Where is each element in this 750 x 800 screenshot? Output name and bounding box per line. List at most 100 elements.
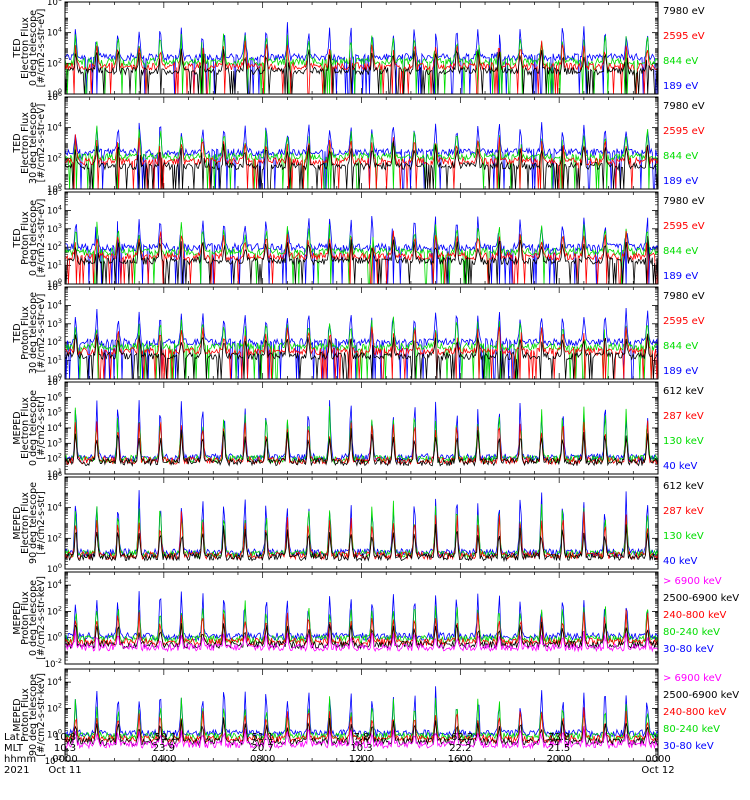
legend-entry: 240-800 keV	[663, 707, 727, 718]
legend-entry: 189 eV	[663, 176, 698, 187]
y-tick-label: 106	[47, 390, 62, 403]
series-trace	[65, 235, 658, 284]
ylabel-line: 90 deg telescope	[28, 674, 39, 756]
legend-entry: 287 keV	[663, 506, 704, 517]
y-tick-label: 100	[47, 562, 62, 575]
y-tick-label: 104	[47, 121, 62, 134]
ylabel-line: TED	[12, 133, 23, 153]
panel-1: TEDElectron Flux0 deg telescope[#/cm2-s-…	[12, 0, 705, 100]
legend-entry: 240-800 keV	[663, 610, 727, 621]
legend-entry: 844 eV	[663, 56, 698, 67]
series-trace	[65, 221, 658, 284]
y-tick-label: 105	[47, 406, 62, 419]
panel-1-ylabel: TEDElectron Flux0 deg telescope[#/cm2-s-…	[12, 9, 47, 88]
ylabel-line: 30 deg telescope	[28, 292, 39, 374]
y-tick-label: 107	[47, 375, 62, 388]
panel-4-ylabel: TEDProton Flux30 deg telescope[#/cm2-s-s…	[12, 292, 47, 374]
series-trace	[65, 490, 658, 558]
legend-entry: 80-240 keV	[663, 724, 720, 735]
panel-3-ylabel: TEDProton Flux0 deg telescope[#/cm2-s-st…	[12, 199, 47, 278]
x-row-value: 0000	[52, 754, 77, 765]
panel-8: MEPEDProton Flux90 deg telescope[#/cm2-s…	[12, 668, 739, 767]
x-row-value: -59.1	[151, 732, 177, 743]
y-tick-label: 106	[47, 470, 62, 483]
y-tick-label: 104	[47, 298, 62, 311]
x-row-value: 22.2	[449, 743, 471, 754]
y-tick-label: 101	[47, 354, 62, 367]
panel-2: TEDElectron Flux30 deg telescope[#/cm2-s…	[12, 90, 705, 195]
x-row-value: 0000	[645, 754, 670, 765]
series-trace	[65, 524, 658, 563]
ylabel-line: [#/cm2-s-str-eV]	[36, 104, 47, 183]
year-label: 2021	[4, 765, 29, 776]
y-tick-label: 106	[47, 0, 62, 8]
y-tick-label: 100	[47, 631, 62, 644]
ylabel-line: Electron Flux	[20, 17, 31, 79]
y-tick-label: 104	[47, 675, 62, 688]
panel-7: MEPEDProton Flux0 deg telescope[#/cm2-s-…	[12, 571, 739, 670]
series-trace	[65, 591, 658, 642]
series-trace	[65, 316, 658, 379]
y-tick-label: 102	[47, 701, 62, 714]
panel-frame	[64, 191, 659, 285]
x-row-value: 10.8	[54, 732, 76, 743]
y-tick-label: 102	[47, 452, 62, 465]
ylabel-line: Proton Flux	[20, 591, 31, 645]
y-tick-label: 104	[47, 501, 62, 514]
legend-entry: 2595 eV	[663, 316, 705, 327]
panel-1-traces	[65, 22, 658, 94]
legend-entry: 612 keV	[663, 481, 704, 492]
ylabel-line: MEPED	[12, 506, 23, 539]
y-tick-label: 104	[47, 26, 62, 39]
ylabel-line: Electron Flux	[20, 492, 31, 554]
ylabel-line: [#/cm2-s-str]	[36, 396, 47, 459]
series-trace	[65, 726, 658, 750]
panel-4: TEDProton Flux30 deg telescope[#/cm2-s-s…	[12, 280, 705, 385]
ylabel-line: MEPED	[12, 698, 23, 731]
series-trace	[65, 428, 658, 467]
legend-entry: 40 keV	[663, 556, 697, 567]
series-trace	[65, 307, 658, 379]
x-row-value: 1200	[349, 754, 374, 765]
x-row-value: 21.5	[548, 743, 570, 754]
legend-entry: 7980 eV	[663, 101, 705, 112]
panel-frame	[64, 381, 659, 475]
ylabel-line: Electron Flux	[20, 397, 31, 459]
legend-entry: 2595 eV	[663, 31, 705, 42]
ylabel-line: Proton Flux	[20, 211, 31, 265]
panel-2-traces	[65, 122, 658, 189]
y-tick-label: 104	[47, 578, 62, 591]
x-row-value: 7.8	[354, 732, 370, 743]
y-tick-label: 105	[47, 280, 62, 293]
legend-entry: 80-240 keV	[663, 627, 720, 638]
x-row-value: 23.9	[153, 743, 175, 754]
panel-3-traces	[65, 215, 658, 284]
legend-entry: 189 eV	[663, 81, 698, 92]
legend-entry: 2500-6900 keV	[663, 690, 739, 701]
panel-6: MEPEDElectron Flux90 deg telescope[#/cm2…	[12, 470, 704, 575]
legend-entry: 189 eV	[663, 271, 698, 282]
panel-frame	[64, 96, 659, 190]
series-trace	[65, 609, 658, 647]
y-tick-label: 100	[47, 87, 62, 100]
series-trace	[65, 333, 658, 379]
y-tick-label: 100	[47, 182, 62, 195]
legend-entry: 7980 eV	[663, 291, 705, 302]
y-tick-label: 106	[47, 90, 62, 103]
ylabel-line: MEPED	[12, 411, 23, 444]
series-trace	[65, 215, 658, 284]
y-tick-label: 100	[47, 277, 62, 290]
y-tick-label: 105	[47, 185, 62, 198]
ylabel-line: Electron Flux	[20, 112, 31, 174]
panel-7-ylabel: MEPEDProton Flux0 deg telescope[#/cm2-s-…	[12, 576, 47, 660]
ylabel-line: TED	[12, 38, 23, 58]
legend-entry: 2595 eV	[663, 126, 705, 137]
y-tick-label: 103	[47, 222, 62, 235]
x-row-value: 10.3	[350, 743, 372, 754]
y-tick-label: 100	[47, 728, 62, 741]
panel-4-traces	[65, 307, 658, 379]
ylabel-line: [#/cm2-s-str-eV]	[36, 9, 47, 88]
panel-frame	[64, 476, 659, 570]
panel-frame	[64, 286, 659, 380]
